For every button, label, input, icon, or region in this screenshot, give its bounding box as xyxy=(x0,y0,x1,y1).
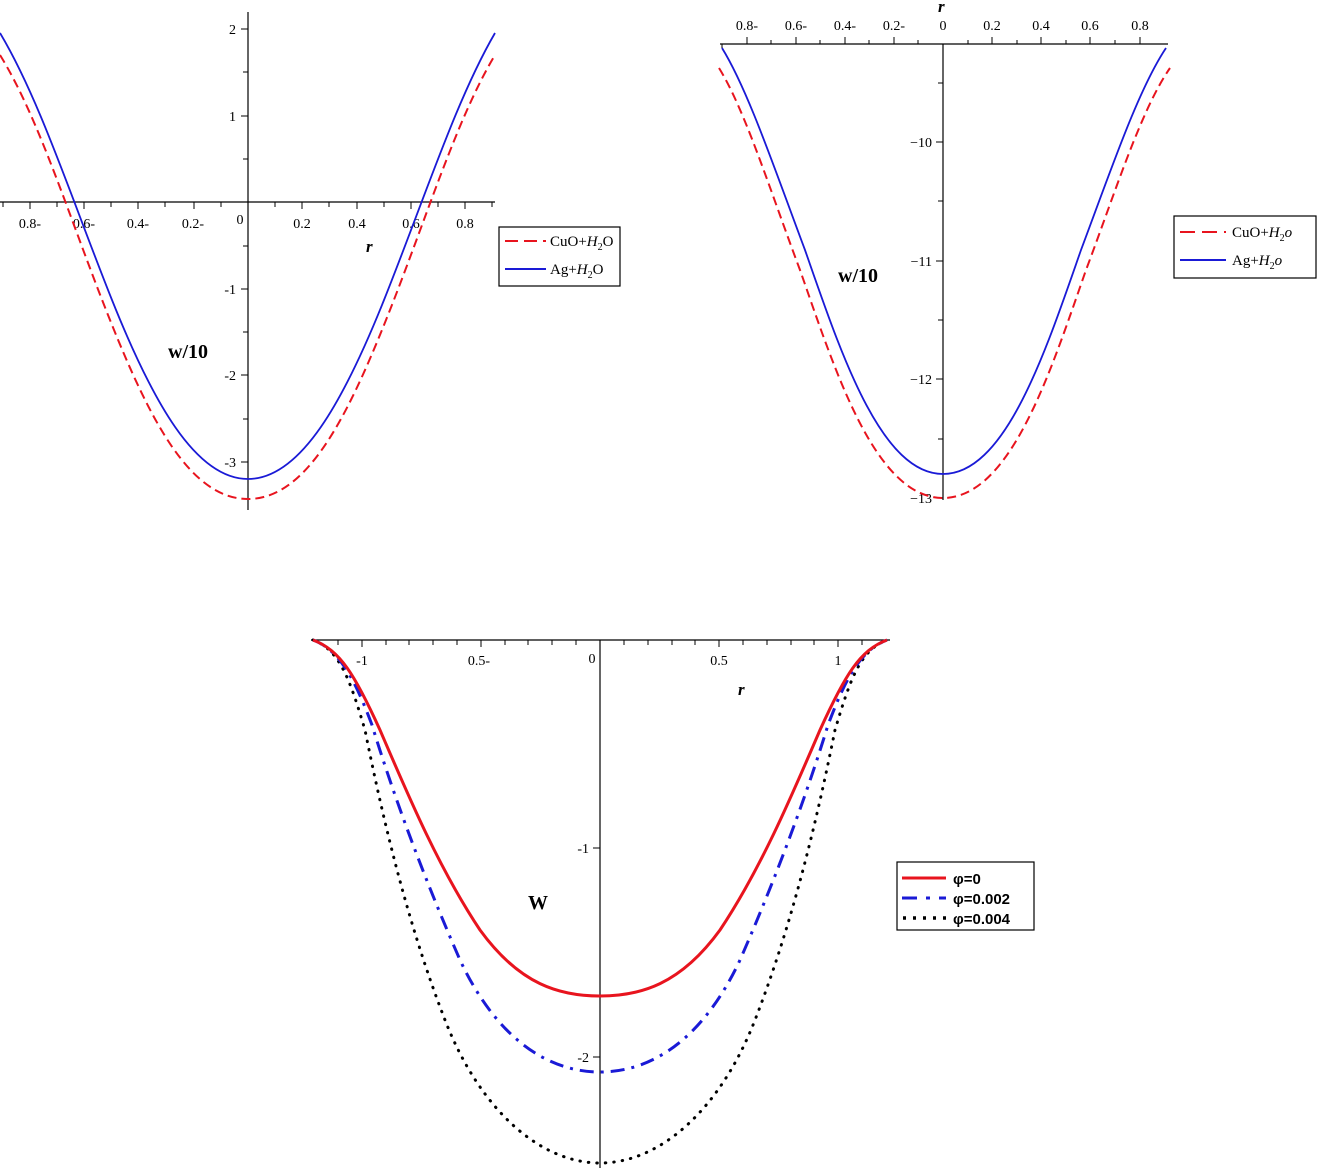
chart-2-x-tick-label: 0.6 xyxy=(1081,19,1099,34)
chart-3-legend-label: φ=0 xyxy=(953,871,981,888)
chart-2-y-tick-label: −10 xyxy=(910,136,932,151)
chart-3-series-phi-0.004 xyxy=(311,638,889,1165)
chart-2-legend: CuO+H2o Ag+H2o xyxy=(1173,215,1317,279)
chart-1-x-tick-label: 0 xyxy=(237,213,244,228)
chart-3-y-axis-title: W xyxy=(528,892,548,914)
chart-3-y-tick-label: -2 xyxy=(577,1051,589,1066)
chart-3-y-tick-label: -1 xyxy=(577,842,589,857)
chart-1-x-ticks xyxy=(2,202,493,209)
chart-1-y-axis-title: w/10 xyxy=(168,341,208,363)
chart-3-x-tick-label: 0.5- xyxy=(468,654,491,669)
chart-2-x-axis-title: r xyxy=(938,0,945,16)
chart-2-series-ag-h2o xyxy=(721,47,1167,475)
chart-1-y-tick-label: 2 xyxy=(229,23,236,38)
chart-1-legend: CuO+H2O Ag+H2O xyxy=(498,226,621,287)
chart-3-x-tick-label: 0 xyxy=(589,652,596,667)
chart-1-x-tick-label: 0.4 xyxy=(348,217,366,232)
chart-3-legend-label: φ=0.002 xyxy=(953,891,1010,908)
chart-2-y-tick-label: −11 xyxy=(911,255,932,270)
chart-1-y-tick-label: 1 xyxy=(229,110,236,125)
chart-3-x-tick-label: -1 xyxy=(356,654,368,669)
chart-1-x-tick-label: 0.8 xyxy=(456,217,474,232)
chart-2-x-ticks xyxy=(721,37,1141,48)
chart-1-y-ticks xyxy=(241,28,248,463)
chart-2-x-tick-label: 0.6- xyxy=(785,19,808,34)
chart-1-series-cuo-h2o xyxy=(0,54,496,501)
chart-3-legend: φ=0 φ=0.002 φ=0.004 xyxy=(896,861,1035,931)
chart-2-x-tick-label: 0.8- xyxy=(736,19,759,34)
chart-2-legend-label: CuO+H2o xyxy=(1232,225,1293,244)
chart-2-legend-label: Ag+H2o xyxy=(1232,253,1283,272)
chart-1-x-tick-label: 0.8- xyxy=(19,217,42,232)
chart-1-x-tick-label: 0.6- xyxy=(73,217,96,232)
chart-2-x-tick-label: 0.4- xyxy=(834,19,857,34)
chart-2-series-cuo-h2o xyxy=(718,67,1171,500)
chart-2-x-tick-label: 0.2 xyxy=(983,19,1001,34)
chart-3-x-tick-label: 1 xyxy=(835,654,842,669)
chart-3-x-tick-label: 0.5 xyxy=(710,654,728,669)
chart-1-x-tick-label: 0.2 xyxy=(293,217,311,232)
chart-2-x-tick-label: 0.4 xyxy=(1032,19,1050,34)
chart-1-legend-label: Ag+H2O xyxy=(550,262,604,281)
chart-2-x-tick-label: 0.8 xyxy=(1131,19,1149,34)
chart-1-x-axis-title: r xyxy=(366,237,373,256)
chart-1-x-tick-label: 0.2- xyxy=(182,217,205,232)
chart-1: 0.8- 0.6- 0.4- 0.2- 0 0.2 0.4 0.6 0.8 2 … xyxy=(0,12,621,510)
chart-3-series-phi-0.002 xyxy=(312,638,888,1074)
chart-1-series-ag-h2o xyxy=(0,32,496,480)
chart-3-x-ticks xyxy=(337,640,863,647)
chart-2-y-axis-title: w/10 xyxy=(838,265,878,287)
chart-3: -1 0.5- 0 0.5 1 r -1 -2 W φ=0 φ=0.002 φ=… xyxy=(311,638,1035,1168)
chart-2-y-tick-label: −12 xyxy=(910,373,932,388)
chart-3-y-ticks xyxy=(593,847,600,1058)
chart-2: 0.8- 0.6- 0.4- 0.2- 0 0.2 0.4 0.6 0.8 r … xyxy=(718,0,1317,507)
chart-2-x-tick-label: 0.2- xyxy=(883,19,906,34)
chart-1-legend-label: CuO+H2O xyxy=(550,234,614,253)
chart-1-x-tick-label: 0.4- xyxy=(127,217,150,232)
chart-3-series-phi-0 xyxy=(312,638,888,998)
chart-1-y-tick-label: -3 xyxy=(224,456,236,471)
chart-2-x-tick-label: 0 xyxy=(940,19,947,34)
chart-2-y-ticks xyxy=(936,82,943,499)
chart-3-x-axis-title: r xyxy=(738,680,745,699)
chart-1-y-tick-label: -1 xyxy=(224,283,236,298)
chart-1-y-tick-label: -2 xyxy=(224,369,236,384)
chart-3-legend-label: φ=0.004 xyxy=(953,911,1011,928)
